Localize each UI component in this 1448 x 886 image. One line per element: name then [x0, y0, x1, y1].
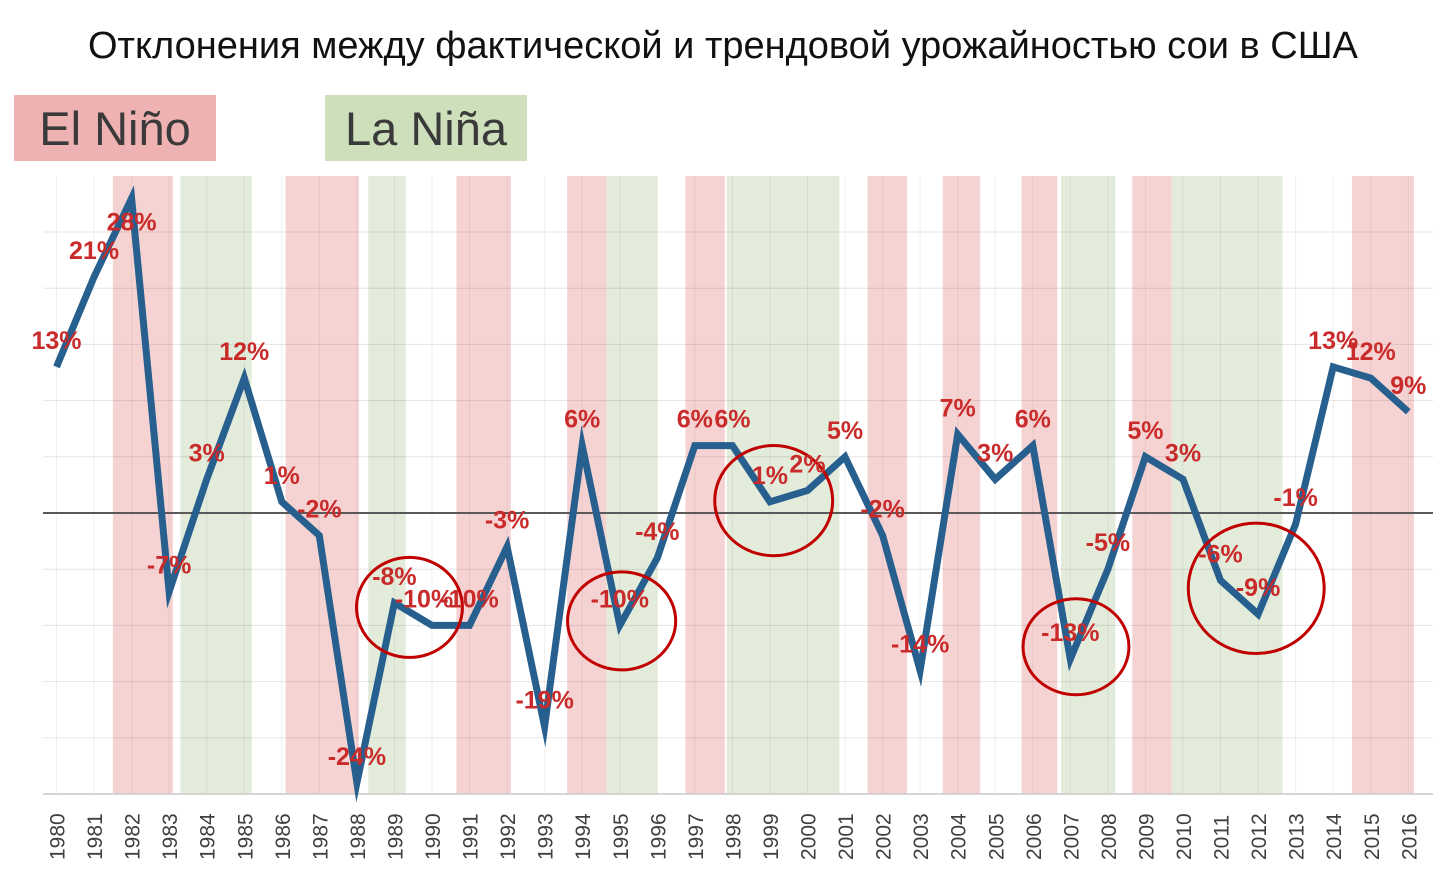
chart-title: Отклонения между фактической и трендовой…: [88, 25, 1358, 67]
data-point-label: 21%: [69, 237, 119, 265]
la-nina-band: [1060, 176, 1116, 794]
data-point-label: -10%: [395, 585, 453, 613]
yield-deviation-line: [53, 185, 1411, 803]
x-axis-tick-label: 2015: [1361, 813, 1384, 860]
la-nina-legend: La Niña: [325, 95, 527, 161]
data-point-label: 3%: [1165, 439, 1201, 467]
data-point-label: 5%: [827, 417, 863, 445]
data-point-label: 5%: [1127, 417, 1163, 445]
x-axis-tick-label: 2008: [1098, 813, 1121, 860]
x-axis-tick-label: 1993: [535, 813, 558, 860]
highlight-circle: [1021, 597, 1131, 697]
data-point-label: -13%: [1041, 619, 1099, 647]
data-point-label: 28%: [107, 208, 157, 236]
data-point-label: -19%: [515, 687, 573, 715]
x-axis-tick-label: 2009: [1135, 813, 1158, 860]
data-point-label: 12%: [1346, 338, 1396, 366]
x-axis-tick-label: 2002: [873, 813, 896, 860]
data-point-label: 1%: [752, 462, 788, 490]
x-axis-tick-label: 2010: [1173, 813, 1196, 860]
x-axis-tick-label: 2013: [1286, 813, 1309, 860]
data-point-label: -6%: [1198, 540, 1242, 568]
x-axis-tick-label: 1982: [122, 813, 145, 860]
x-axis-tick-label: 1989: [384, 813, 407, 860]
el-nino-legend: El Niño: [14, 95, 216, 161]
data-point-label: 6%: [677, 406, 713, 434]
x-axis-tick-label: 2007: [1060, 813, 1083, 860]
x-axis-tick-label: 2006: [1023, 813, 1046, 860]
la-nina-legend-label: La Niña: [345, 101, 507, 155]
data-point-label: 13%: [31, 327, 81, 355]
data-point-label: -9%: [1236, 574, 1280, 602]
x-axis-tick-label: 2001: [835, 813, 858, 860]
x-axis-tick-label: 1985: [234, 813, 257, 860]
data-point-label: -14%: [891, 630, 949, 658]
x-axis-tick-label: 1994: [572, 813, 595, 860]
data-point-label: -1%: [1273, 484, 1317, 512]
data-point-label: 12%: [219, 338, 269, 366]
x-axis-tick-label: 1990: [422, 813, 445, 860]
data-point-label: 6%: [714, 406, 750, 434]
highlight-circle: [1186, 521, 1326, 655]
x-axis-tick-label: 1987: [309, 813, 332, 860]
highlight-circle: [713, 444, 835, 558]
x-axis-tick-label: 1999: [760, 813, 783, 860]
data-point-label: -5%: [1086, 529, 1130, 557]
data-point-label: -3%: [485, 507, 529, 535]
la-nina-band: [726, 176, 840, 794]
x-axis-tick-label: 2005: [985, 813, 1008, 860]
data-point-label: -10%: [591, 585, 649, 613]
data-point-label: 1%: [264, 462, 300, 490]
data-point-label: -8%: [372, 563, 416, 591]
x-axis-tick-label: 1997: [685, 813, 708, 860]
x-axis-tick-label: 1996: [647, 813, 670, 860]
x-axis-tick-label: 2014: [1323, 813, 1346, 860]
highlight-circle: [566, 570, 678, 672]
x-axis-tick-label: 1986: [272, 813, 295, 860]
data-point-label: -2%: [297, 495, 341, 523]
el-nino-band: [1351, 176, 1414, 794]
el-nino-band: [285, 176, 359, 794]
data-point-label: 6%: [564, 406, 600, 434]
x-axis-tick-label: 1983: [159, 813, 182, 860]
data-point-label: -10%: [440, 585, 498, 613]
x-axis-tick-label: 1984: [197, 813, 220, 860]
la-nina-band: [606, 176, 658, 794]
highlight-circle: [355, 555, 464, 659]
el-nino-band: [685, 176, 725, 794]
x-axis-tick-label: 1988: [347, 813, 370, 860]
data-point-label: 2%: [789, 451, 825, 479]
x-axis-tick-label: 2012: [1248, 813, 1271, 860]
data-point-label: 6%: [1015, 406, 1051, 434]
x-axis-tick-label: 1995: [610, 813, 633, 860]
data-point-label: 9%: [1390, 372, 1426, 400]
x-axis-tick-label: 1998: [722, 813, 745, 860]
la-nina-band: [180, 176, 252, 794]
el-nino-band: [867, 176, 908, 794]
x-axis-tick-label: 2004: [948, 813, 971, 860]
data-point-label: -4%: [635, 518, 679, 546]
el-nino-band: [456, 176, 511, 794]
x-axis-tick-label: 1981: [84, 813, 107, 860]
x-axis-tick-label: 1980: [47, 813, 70, 860]
x-axis-tick-label: 1992: [497, 813, 520, 860]
el-nino-band: [112, 176, 173, 794]
x-axis-tick-label: 2003: [910, 813, 933, 860]
x-axis-tick-label: 2016: [1398, 813, 1421, 860]
data-point-label: 3%: [977, 439, 1013, 467]
x-axis-tick-label: 1991: [460, 813, 483, 860]
x-axis-tick-label: 2000: [798, 813, 821, 860]
data-point-label: -24%: [328, 743, 386, 771]
el-nino-legend-label: El Niño: [39, 101, 191, 155]
data-point-label: -2%: [860, 495, 904, 523]
data-point-label: 7%: [940, 394, 976, 422]
data-point-label: 3%: [189, 439, 225, 467]
data-point-label: -7%: [147, 552, 191, 580]
x-axis-tick-label: 2011: [1211, 815, 1234, 860]
la-nina-band: [1171, 176, 1283, 794]
data-point-label: 13%: [1308, 327, 1358, 355]
